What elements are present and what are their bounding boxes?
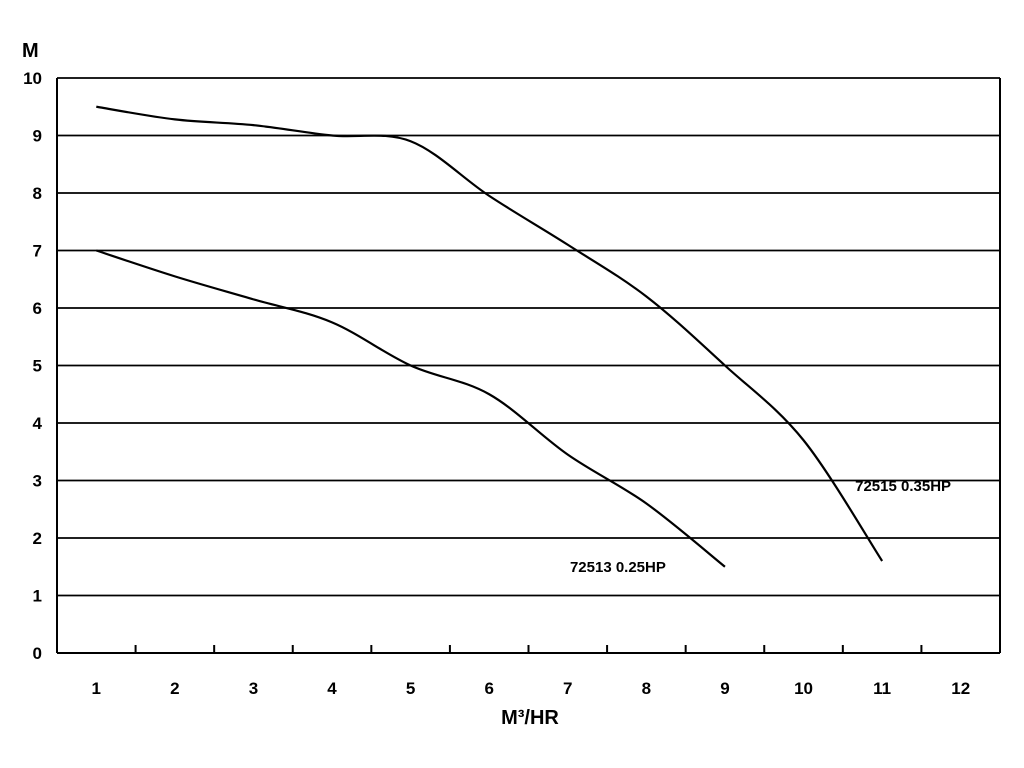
y-tick-label: 2 <box>33 529 42 548</box>
x-tick-label: 6 <box>484 679 493 698</box>
grid-lines <box>57 77 1000 597</box>
series-label-1: 72513 0.25HP <box>570 559 666 576</box>
y-tick-label: 9 <box>33 127 42 146</box>
x-axis-label: M³/HR <box>501 707 559 729</box>
x-tick-label: 5 <box>406 679 415 698</box>
labels: 72513 0.25HP 72515 0.35HP <box>570 478 951 576</box>
x-tick-label: 7 <box>563 679 572 698</box>
y-axis-label: M <box>22 40 39 62</box>
x-tick-label: 4 <box>327 679 337 698</box>
y-tick-label: 6 <box>33 299 42 318</box>
x-tick-label: 3 <box>249 679 258 698</box>
series-line-2 <box>96 105 884 562</box>
series-label-2: 72515 0.35HP <box>855 478 951 495</box>
x-tick-label: 11 <box>873 679 891 698</box>
y-tick-label: 5 <box>33 357 42 376</box>
x-tick-label: 9 <box>720 679 729 698</box>
y-tick-label: 4 <box>33 414 43 433</box>
y-tick-label: 1 <box>33 587 42 606</box>
y-tick-label: 10 <box>23 69 42 88</box>
y-tick-label: 3 <box>33 472 42 491</box>
x-tick-label: 10 <box>794 679 813 698</box>
series-lines <box>95 105 884 568</box>
x-tick-label: 1 <box>92 679 101 698</box>
x-tick-label: 8 <box>642 679 651 698</box>
y-tick-label: 0 <box>33 644 42 663</box>
y-tick-label: 7 <box>33 242 42 261</box>
x-tick-label: 12 <box>951 679 970 698</box>
x-tick-label: 2 <box>170 679 179 698</box>
y-tick-label: 8 <box>33 184 42 203</box>
series-line-1 <box>95 249 726 568</box>
